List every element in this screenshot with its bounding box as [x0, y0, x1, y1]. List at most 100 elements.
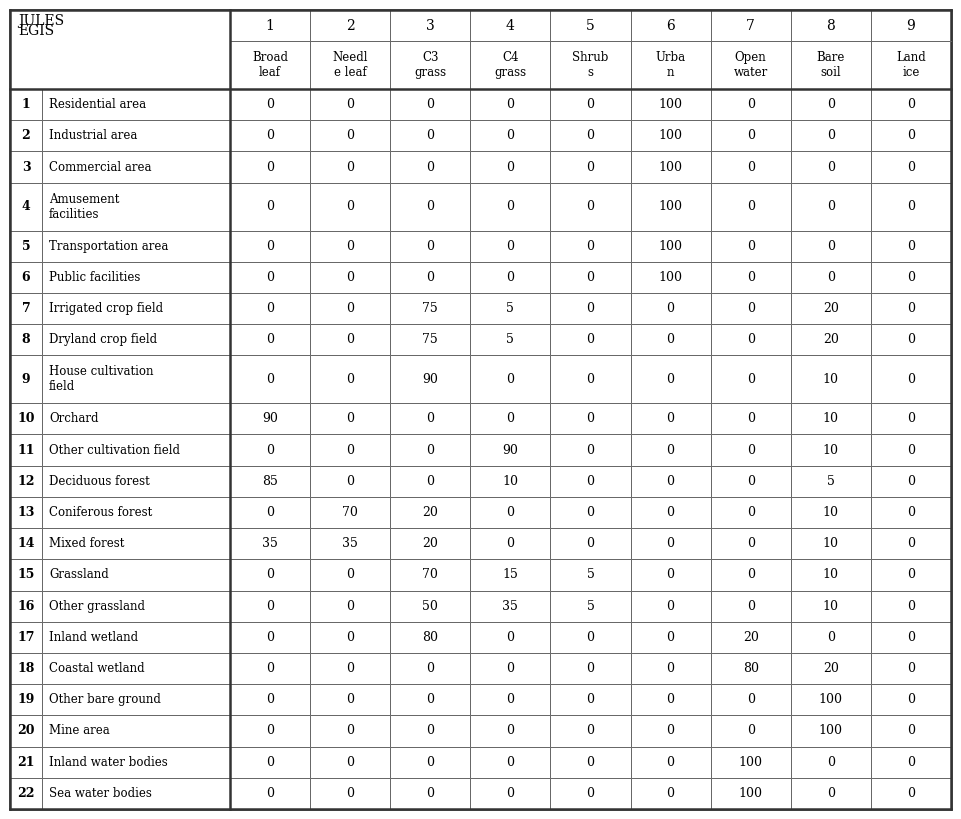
Bar — [791, 293, 871, 324]
Text: 22: 22 — [17, 787, 35, 800]
Text: Broad
leaf: Broad leaf — [252, 51, 288, 79]
Bar — [310, 231, 390, 262]
Bar — [42, 231, 230, 262]
Bar — [390, 324, 470, 355]
Bar — [551, 559, 630, 590]
Text: 0: 0 — [506, 373, 514, 386]
Text: 0: 0 — [907, 568, 915, 581]
Bar — [630, 231, 711, 262]
Text: 0: 0 — [346, 302, 355, 315]
Text: 100: 100 — [739, 756, 763, 769]
Text: Shrub
s: Shrub s — [573, 51, 608, 79]
Text: 0: 0 — [667, 475, 675, 488]
Text: 0: 0 — [427, 756, 434, 769]
Bar — [711, 684, 791, 715]
Text: 0: 0 — [266, 787, 274, 800]
Text: 0: 0 — [266, 725, 274, 737]
Text: 0: 0 — [427, 444, 434, 456]
Bar — [390, 497, 470, 528]
Bar — [230, 715, 310, 747]
Bar — [871, 231, 951, 262]
Text: 0: 0 — [427, 98, 434, 111]
Text: 0: 0 — [586, 506, 595, 519]
Text: 80: 80 — [422, 631, 438, 644]
Text: 0: 0 — [427, 240, 434, 253]
Text: 5: 5 — [586, 19, 595, 33]
Text: 0: 0 — [747, 200, 754, 213]
Bar — [791, 528, 871, 559]
Text: 0: 0 — [346, 129, 355, 143]
Text: 0: 0 — [427, 161, 434, 174]
Text: 10: 10 — [823, 444, 839, 456]
Bar — [230, 120, 310, 152]
Text: 0: 0 — [747, 693, 754, 706]
Bar — [711, 262, 791, 293]
Bar — [630, 89, 711, 120]
Text: 5: 5 — [586, 568, 595, 581]
Text: 3: 3 — [22, 161, 31, 174]
Text: 10: 10 — [17, 412, 35, 425]
Bar — [711, 324, 791, 355]
Text: 0: 0 — [586, 161, 595, 174]
Text: 0: 0 — [346, 756, 355, 769]
Bar — [470, 622, 551, 653]
Bar — [470, 262, 551, 293]
Text: 0: 0 — [266, 662, 274, 675]
Text: 17: 17 — [17, 631, 35, 644]
Text: 0: 0 — [506, 725, 514, 737]
Bar — [10, 293, 42, 324]
Text: 0: 0 — [907, 129, 915, 143]
Bar — [871, 684, 951, 715]
Bar — [390, 653, 470, 684]
Bar — [791, 622, 871, 653]
Bar — [10, 231, 42, 262]
Bar — [42, 559, 230, 590]
Bar — [42, 262, 230, 293]
Bar — [791, 152, 871, 183]
Text: 0: 0 — [346, 693, 355, 706]
Text: 15: 15 — [17, 568, 35, 581]
Bar — [310, 715, 390, 747]
Text: 0: 0 — [907, 444, 915, 456]
Text: 0: 0 — [907, 271, 915, 284]
Bar — [630, 293, 711, 324]
Text: 0: 0 — [907, 600, 915, 613]
Bar — [630, 778, 711, 809]
Bar — [791, 466, 871, 497]
Bar — [630, 684, 711, 715]
Bar — [871, 559, 951, 590]
Text: 0: 0 — [667, 725, 675, 737]
Bar — [470, 497, 551, 528]
Bar — [310, 653, 390, 684]
Text: 0: 0 — [667, 537, 675, 550]
Bar — [630, 747, 711, 778]
Text: 0: 0 — [907, 506, 915, 519]
Text: 100: 100 — [658, 161, 682, 174]
Bar — [711, 653, 791, 684]
Text: Needl
e leaf: Needl e leaf — [333, 51, 368, 79]
Bar — [630, 120, 711, 152]
Bar — [42, 434, 230, 466]
Text: 0: 0 — [586, 475, 595, 488]
Text: 21: 21 — [17, 756, 35, 769]
Bar — [42, 497, 230, 528]
Text: 0: 0 — [586, 373, 595, 386]
Text: Commercial area: Commercial area — [49, 161, 152, 174]
Text: 10: 10 — [823, 412, 839, 425]
Text: 0: 0 — [266, 373, 274, 386]
Bar — [42, 528, 230, 559]
Text: 0: 0 — [266, 756, 274, 769]
Text: 0: 0 — [427, 412, 434, 425]
Text: 0: 0 — [586, 412, 595, 425]
Bar — [791, 747, 871, 778]
Bar — [310, 183, 390, 231]
Bar — [630, 355, 711, 403]
Text: 0: 0 — [506, 161, 514, 174]
Text: 0: 0 — [907, 787, 915, 800]
Bar — [871, 434, 951, 466]
Text: 0: 0 — [907, 475, 915, 488]
Text: 100: 100 — [739, 787, 763, 800]
Bar — [470, 747, 551, 778]
Text: 0: 0 — [586, 631, 595, 644]
Text: 0: 0 — [266, 98, 274, 111]
